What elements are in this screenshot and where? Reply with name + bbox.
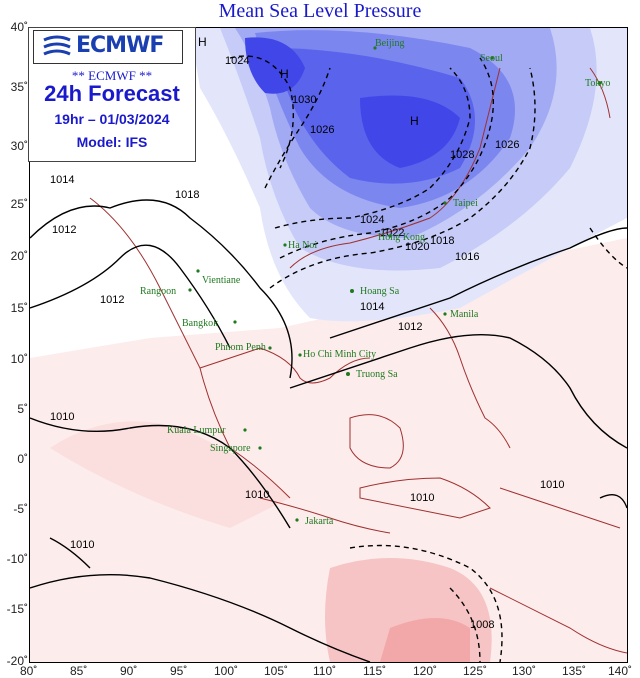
isobar-label: 1018 — [175, 189, 199, 201]
isobar-label: 1012 — [398, 321, 422, 333]
lat-tick: 20˚ — [10, 249, 28, 263]
isobar-label: 1026 — [495, 139, 519, 151]
high-centre-label: H — [410, 114, 419, 128]
lon-tick: 85˚ — [70, 664, 88, 678]
logo-text: ECMWF — [76, 33, 164, 58]
city-label: Tokyo — [585, 78, 610, 89]
coastlines — [89, 67, 627, 654]
lon-tick: 115˚ — [363, 664, 387, 678]
high-pressure-shading — [190, 28, 627, 322]
isobar-label: 1026 — [310, 124, 334, 136]
city-label: Hoang Sa — [360, 286, 400, 297]
lat-tick: 25˚ — [10, 197, 28, 211]
isobar-label: 1008 — [470, 619, 494, 631]
lat-tick: 35˚ — [10, 80, 28, 94]
isobar-label: 1028 — [450, 149, 474, 161]
ecmwf-logo: ECMWF — [33, 30, 183, 64]
lon-tick: 135˚ — [562, 664, 587, 678]
lat-tick: 5˚ — [17, 402, 28, 416]
model-label: Model: IFS — [76, 134, 148, 150]
isobar-label: 1012 — [100, 294, 124, 306]
city-label: Jakarta — [305, 516, 334, 527]
isobar-label: 1010 — [70, 539, 94, 551]
ecmwf-logo-icon — [43, 35, 71, 56]
forecast-info-box: ECMWF ** ECMWF ** 24h Forecast 19hr – 01… — [28, 27, 196, 162]
high-centre-label: H — [280, 67, 289, 81]
isobar-label: 1024 — [360, 214, 384, 226]
lon-tick: 100˚ — [214, 664, 239, 678]
isobar-label: 1030 — [292, 94, 316, 106]
isobar-label: 1012 — [52, 224, 76, 236]
lat-tick: -15˚ — [6, 602, 28, 616]
lat-tick: 40˚ — [10, 20, 28, 34]
isobar-label: 1020 — [405, 241, 429, 253]
lon-tick: 90˚ — [120, 664, 138, 678]
isobar-label: 1018 — [430, 235, 454, 247]
valid-time: 19hr – 01/03/2024 — [54, 111, 170, 127]
lon-tick: 95˚ — [170, 664, 188, 678]
city-label: Taipei — [453, 198, 478, 209]
city-label: Beijing — [375, 38, 404, 49]
lon-tick: 105˚ — [264, 664, 289, 678]
city-label: Singapore — [210, 443, 251, 454]
isobar-label: 1010 — [410, 492, 434, 504]
lat-tick: -20˚ — [6, 654, 28, 668]
lat-tick: -5˚ — [13, 502, 28, 516]
isobar-label: 1014 — [50, 174, 74, 186]
city-label: Hong Kong — [378, 232, 425, 243]
isobars — [30, 55, 627, 662]
city-label: Vientiane — [202, 275, 241, 286]
lon-tick: 80˚ — [20, 664, 38, 678]
city-label: Truong Sa — [356, 369, 398, 380]
isobar-label: 1010 — [245, 489, 269, 501]
isobar-labels: 1014 1012 1018 1024 1026 1030 1024 1022 … — [50, 55, 564, 631]
lat-tick: 10˚ — [10, 352, 28, 366]
isobar-label: 1022 — [380, 227, 404, 239]
high-centre-label: H — [198, 35, 207, 49]
lat-tick: 15˚ — [10, 301, 28, 315]
isobar-label: 1010 — [540, 479, 564, 491]
lon-tick: 125˚ — [463, 664, 488, 678]
pressure-centres: H H H — [198, 35, 419, 128]
isobar-label: 1010 — [50, 411, 74, 423]
cities: Beijing Seoul Tokyo Taipei Hong Kong Ha … — [140, 38, 610, 527]
lon-tick: 120˚ — [413, 664, 438, 678]
city-label: Ho Chi Minh City — [303, 349, 376, 360]
lat-tick: 0˚ — [17, 452, 28, 466]
city-label: Phnom Penh — [215, 342, 266, 353]
city-label: Kuala Lumpur — [167, 425, 226, 436]
isobar-label: 1016 — [455, 251, 479, 263]
infobox-subtitle: ** ECMWF ** — [71, 68, 153, 83]
city-label: Ha Noi — [288, 240, 317, 251]
forecast-label: 24h Forecast — [44, 81, 180, 106]
lon-tick: 140˚ — [608, 664, 633, 678]
chart-title: Mean Sea Level Pressure — [218, 0, 422, 22]
isobar-label: 1014 — [360, 301, 384, 313]
lat-tick: -10˚ — [6, 552, 28, 566]
city-label: Bangkok — [182, 318, 218, 329]
city-label: Manila — [450, 309, 479, 320]
lon-tick: 110˚ — [313, 664, 337, 678]
lon-tick: 130˚ — [512, 664, 537, 678]
lat-tick: 30˚ — [10, 139, 28, 153]
isobar-label: 1024 — [225, 55, 249, 67]
pressure-map[interactable]: 1014 1012 1018 1024 1026 1030 1024 1022 … — [29, 27, 628, 663]
city-label: Rangoon — [140, 286, 176, 297]
city-label: Seoul — [480, 53, 503, 64]
